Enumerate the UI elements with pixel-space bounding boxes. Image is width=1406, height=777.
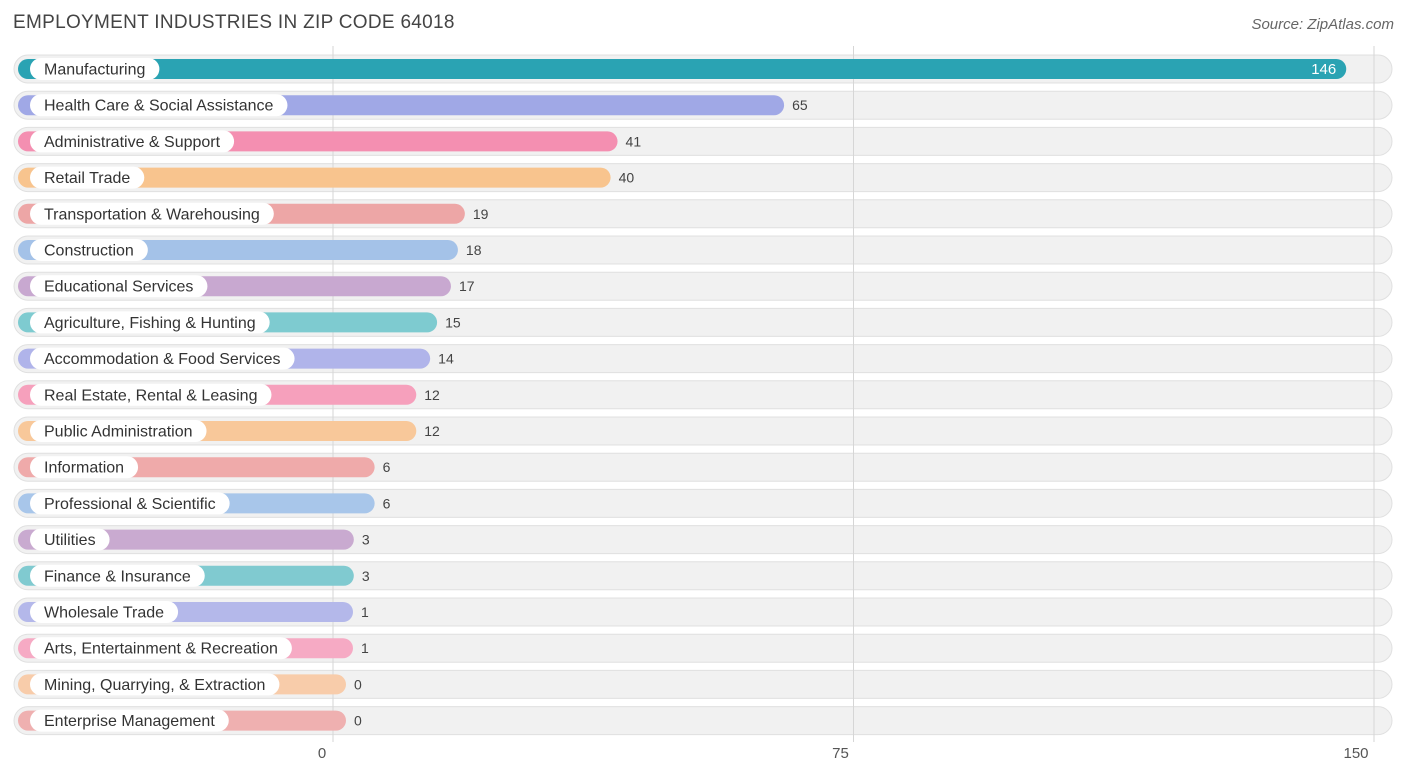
value-label: 15 [445,314,461,330]
category-label: Utilities [44,532,96,549]
category-label-pill [30,456,139,479]
bar [18,167,611,188]
value-label: 40 [619,170,635,186]
category-label: Agriculture, Fishing & Hunting [44,315,256,332]
category-label-pill [30,564,205,587]
category-label-pill [30,202,274,225]
category-label-pill [30,239,148,261]
value-label: 12 [424,387,440,403]
category-label: Real Estate, Rental & Leasing [44,387,257,404]
category-label: Arts, Entertainment & Recreation [44,641,278,658]
x-tick-label: 0 [318,745,326,762]
value-label: 18 [466,242,482,258]
row-background [13,633,1393,663]
bar [18,59,1347,79]
category-label-pill [30,492,230,515]
value-label: 1 [361,604,369,620]
value-label: 6 [383,495,391,511]
value-label: 0 [354,676,362,692]
category-label: Manufacturing [44,62,145,79]
category-label-pill [30,94,288,117]
category-label: Information [44,460,124,477]
value-label: 12 [424,423,440,439]
row-background [13,597,1393,627]
category-label-pill [30,347,295,370]
value-label: 41 [626,133,642,149]
category-label-pill [30,601,179,623]
category-label: Public Administration [44,424,193,441]
category-label-pill [30,637,292,660]
category-label: Health Care & Social Assistance [44,98,274,115]
category-label: Wholesale Trade [44,605,164,622]
category-label-pill [30,420,207,442]
category-label-pill [30,130,235,153]
chart-title: EMPLOYMENT INDUSTRIES IN ZIP CODE 64018 [13,12,455,33]
value-label: 19 [473,206,489,222]
value-label: 1 [361,640,369,656]
category-label: Professional & Scientific [44,496,216,513]
category-label-pill [30,383,272,406]
row-background [13,669,1393,699]
category-label: Enterprise Management [44,713,215,730]
row-background [13,561,1393,591]
x-tick-label: 150 [1343,745,1368,762]
row-background [13,525,1393,555]
value-label: 6 [383,459,391,475]
row-background [13,706,1393,736]
value-label: 17 [459,278,475,294]
chart-source: Source: ZipAtlas.com [1251,16,1394,33]
category-label-pill [30,673,280,696]
category-label: Administrative & Support [44,134,221,151]
value-label: 3 [362,568,370,584]
category-label-pill [30,709,229,732]
category-label: Construction [44,243,134,260]
category-label: Transportation & Warehousing [44,206,260,223]
category-label-pill [30,166,145,189]
category-label-pill [30,528,110,551]
category-label: Finance & Insurance [44,568,191,585]
category-label: Mining, Quarrying, & Extraction [44,677,265,694]
value-label: 65 [792,97,808,113]
category-label: Educational Services [44,279,193,296]
category-label: Retail Trade [44,170,130,187]
category-label-pill [30,58,160,80]
category-label-pill [30,311,270,334]
x-tick-label: 75 [832,745,849,762]
value-label: 146 [1311,61,1336,78]
value-label: 14 [438,351,454,367]
category-label-pill [30,275,208,298]
value-label: 0 [354,713,362,729]
category-label: Accommodation & Food Services [44,351,281,368]
value-label: 3 [362,532,370,548]
